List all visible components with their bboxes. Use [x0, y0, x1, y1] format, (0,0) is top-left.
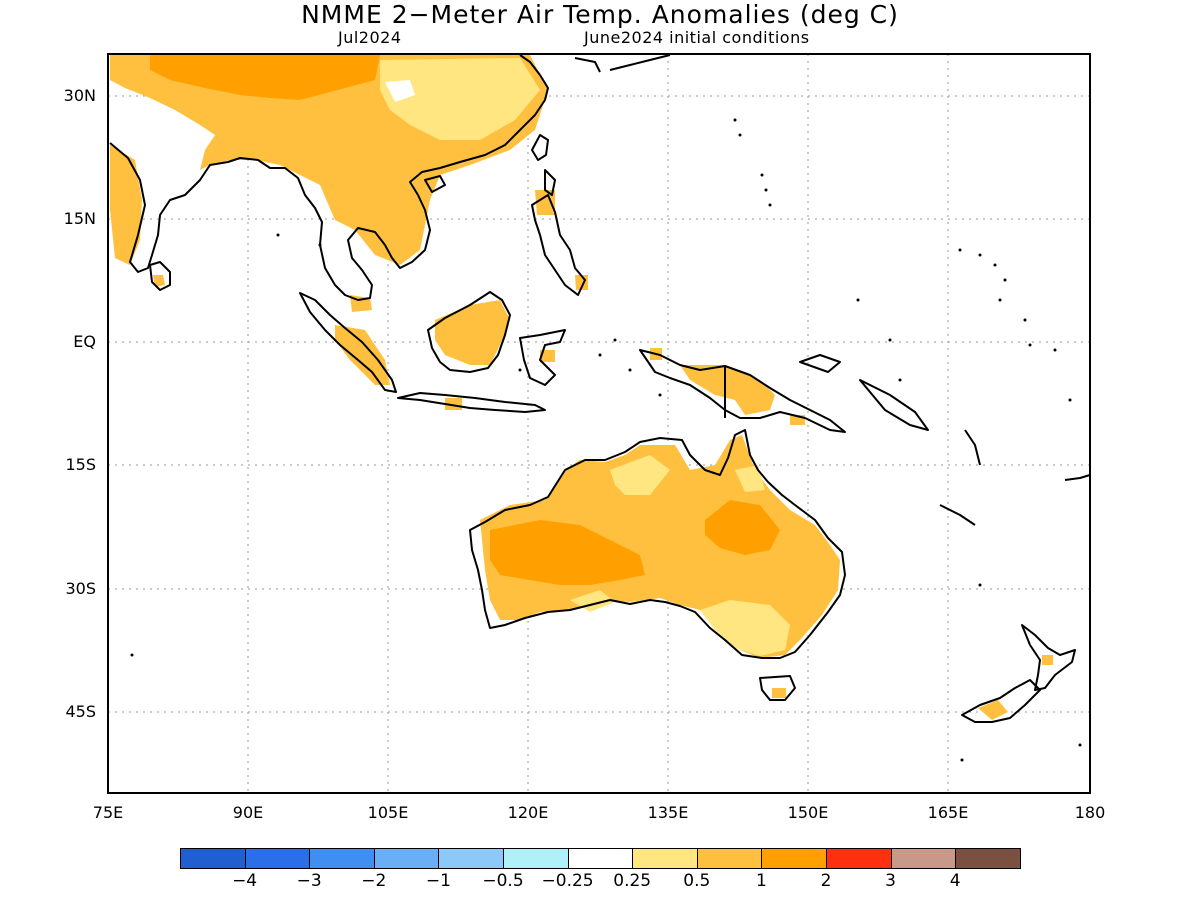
colorbar-swatch [244, 848, 311, 869]
lat-label-45s: 45S [65, 702, 96, 721]
valid-month: Jul2024 [338, 28, 402, 47]
lon-label-135e: 135E [647, 803, 689, 822]
lon-label-105e: 105E [367, 803, 409, 822]
colorbar-swatch [180, 848, 246, 869]
colorbar-label: 0.5 [683, 871, 711, 891]
colorbar-swatch [761, 848, 827, 869]
colorbar-swatch [955, 848, 1021, 869]
lon-label-165e: 165E [927, 803, 969, 822]
lat-label-eq: EQ [73, 332, 96, 351]
colorbar-swatch [567, 848, 634, 869]
australia-anomaly-fill [480, 435, 1053, 720]
coastlines [109, 54, 1091, 723]
island-dots [130, 118, 1082, 762]
colorbar-label: −1 [425, 871, 451, 891]
lat-label-15n: 15N [63, 209, 96, 228]
lat-label-15s: 15S [65, 455, 96, 474]
colorbar-label: −0.25 [541, 871, 594, 891]
lon-label-75e: 75E [92, 803, 124, 822]
colorbar-swatch [309, 848, 375, 869]
asia-anomaly-fill [110, 55, 548, 287]
colorbar-swatch [890, 848, 957, 869]
lat-label-30n: 30N [63, 86, 96, 105]
colorbar-swatch [373, 848, 440, 869]
colorbar-swatch [503, 848, 569, 869]
map-frame [107, 53, 1091, 794]
colorbar-swatch [632, 848, 698, 869]
lon-label-150e: 150E [787, 803, 829, 822]
map-title: NMME 2−Meter Air Temp. Anomalies (deg C) [301, 0, 899, 29]
colorbar-swatch [696, 848, 763, 869]
colorbar-label: 4 [949, 871, 961, 891]
colorbar-label: −3 [296, 871, 322, 891]
colorbar-swatch [826, 848, 892, 869]
lon-label-120e: 120E [507, 803, 549, 822]
colorbar-label: −4 [232, 871, 258, 891]
maritime-anomaly-fill [335, 190, 805, 425]
colorbar-label: −0.5 [482, 871, 524, 891]
lon-label-90e: 90E [232, 803, 264, 822]
lon-label-180: 180 [1074, 803, 1106, 822]
initial-conditions: June2024 initial conditions [584, 28, 810, 47]
colorbar-label: −2 [361, 871, 387, 891]
colorbar-label: 0.25 [613, 871, 652, 891]
gridlines [108, 54, 1090, 793]
colorbar-label: 2 [820, 871, 832, 891]
lat-label-30s: 30S [65, 579, 96, 598]
colorbar-label: 1 [755, 871, 767, 891]
colorbar-swatch [438, 848, 504, 869]
colorbar-label: 3 [885, 871, 896, 891]
